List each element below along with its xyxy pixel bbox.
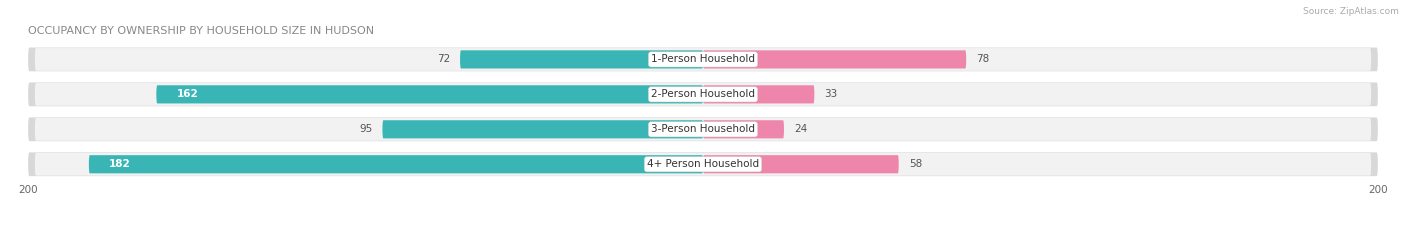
Legend: Owner-occupied, Renter-occupied: Owner-occupied, Renter-occupied xyxy=(591,231,815,233)
Text: 24: 24 xyxy=(794,124,807,134)
Text: 58: 58 xyxy=(908,159,922,169)
FancyBboxPatch shape xyxy=(703,155,898,173)
FancyBboxPatch shape xyxy=(703,120,785,138)
Text: 182: 182 xyxy=(110,159,131,169)
FancyBboxPatch shape xyxy=(35,153,1371,176)
Text: 4+ Person Household: 4+ Person Household xyxy=(647,159,759,169)
Text: 1-Person Household: 1-Person Household xyxy=(651,55,755,64)
FancyBboxPatch shape xyxy=(28,48,1378,71)
FancyBboxPatch shape xyxy=(460,50,703,69)
Text: 78: 78 xyxy=(976,55,990,64)
Text: 3-Person Household: 3-Person Household xyxy=(651,124,755,134)
Text: OCCUPANCY BY OWNERSHIP BY HOUSEHOLD SIZE IN HUDSON: OCCUPANCY BY OWNERSHIP BY HOUSEHOLD SIZE… xyxy=(28,26,374,36)
FancyBboxPatch shape xyxy=(703,85,814,103)
FancyBboxPatch shape xyxy=(35,118,1371,141)
FancyBboxPatch shape xyxy=(28,152,1378,176)
Text: 33: 33 xyxy=(824,89,838,99)
FancyBboxPatch shape xyxy=(35,83,1371,106)
FancyBboxPatch shape xyxy=(382,120,703,138)
FancyBboxPatch shape xyxy=(35,48,1371,71)
Text: Source: ZipAtlas.com: Source: ZipAtlas.com xyxy=(1303,7,1399,16)
Text: 95: 95 xyxy=(359,124,373,134)
FancyBboxPatch shape xyxy=(28,117,1378,141)
FancyBboxPatch shape xyxy=(89,155,703,173)
Text: 162: 162 xyxy=(177,89,198,99)
FancyBboxPatch shape xyxy=(703,50,966,69)
Text: 2-Person Household: 2-Person Household xyxy=(651,89,755,99)
FancyBboxPatch shape xyxy=(156,85,703,103)
FancyBboxPatch shape xyxy=(28,82,1378,106)
Text: 72: 72 xyxy=(437,55,450,64)
